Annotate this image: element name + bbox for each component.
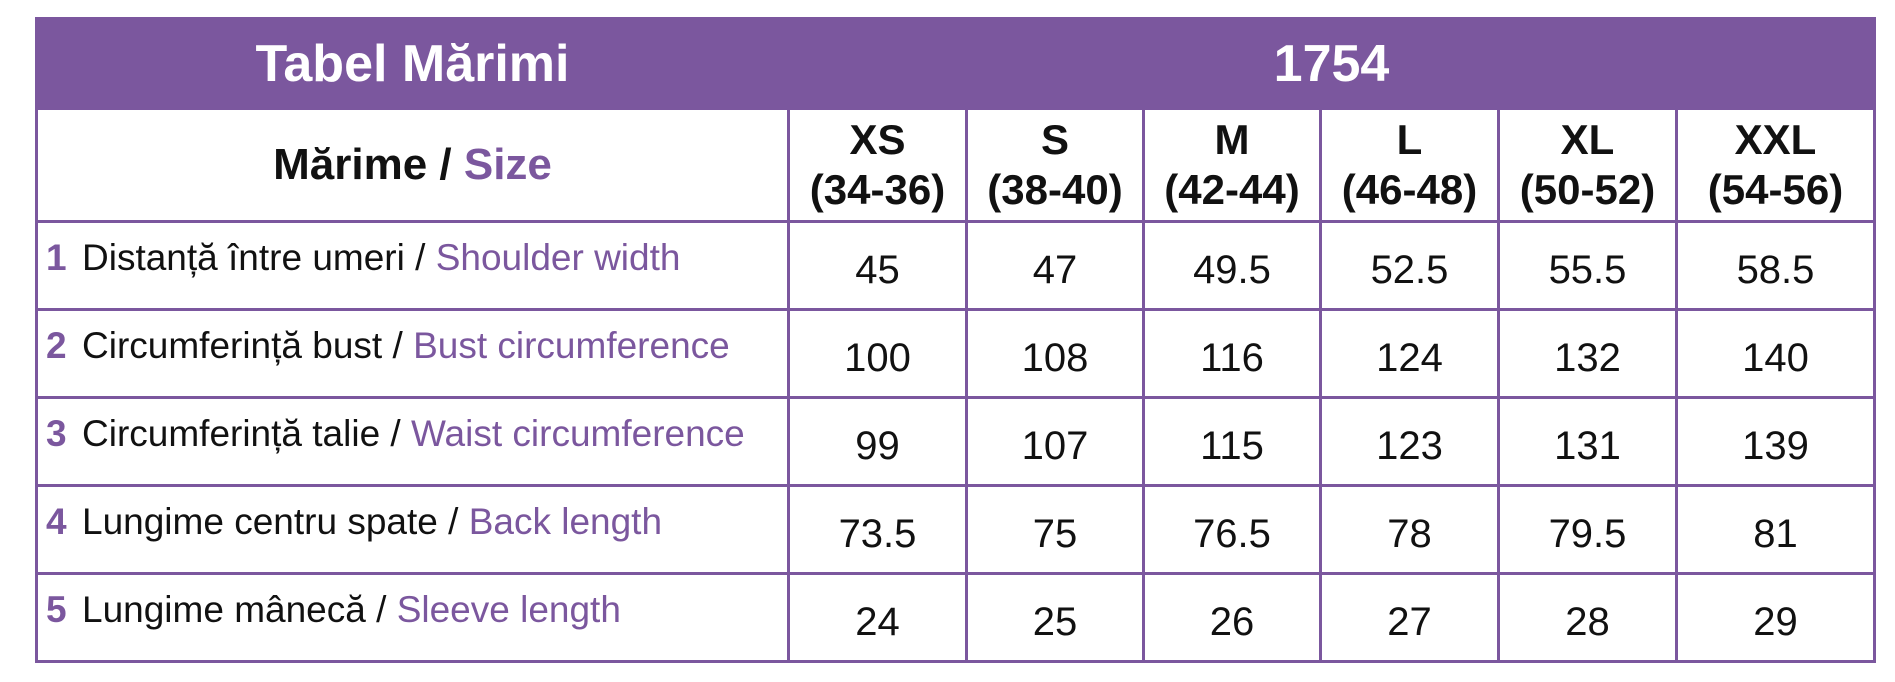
row-number: 2 <box>46 325 67 366</box>
label-separator: / <box>380 413 411 454</box>
measurement-label: 4 Lungime centru spate / Back length <box>35 484 790 575</box>
size-range: (50-52) <box>1519 166 1656 213</box>
size-code: XL <box>1560 116 1615 163</box>
measurement-value: 73.5 <box>787 484 968 575</box>
size-column-header: XL (50-52) <box>1497 107 1678 223</box>
measurement-value: 139 <box>1675 396 1876 487</box>
label-en: Back length <box>468 501 663 542</box>
size-range: (38-40) <box>987 166 1123 213</box>
measurement-value: 28 <box>1497 572 1678 663</box>
measurement-value: 45 <box>787 220 968 311</box>
label-separator: / <box>382 325 414 366</box>
measurement-value: 115 <box>1142 396 1322 487</box>
measurement-value: 78 <box>1319 484 1500 575</box>
measurement-row: 4 Lungime centru spate / Back length 73.5… <box>35 484 1876 575</box>
measurement-row: 2 Circumferință bust / Bust circumference… <box>35 308 1876 399</box>
measurement-value: 79.5 <box>1497 484 1678 575</box>
measurement-value: 108 <box>965 308 1145 399</box>
measurement-value: 27 <box>1319 572 1500 663</box>
measurement-value: 131 <box>1497 396 1678 487</box>
label-ro: Lungime centru spate <box>82 501 438 542</box>
measurement-value: 26 <box>1142 572 1322 663</box>
size-chart: Tabel Mărimi 1754 Mărime / Size XS (34-3… <box>35 17 1876 663</box>
row-number: 1 <box>46 237 67 278</box>
label-ro: Circumferință bust <box>82 325 383 366</box>
measurement-value: 58.5 <box>1675 220 1876 311</box>
measurement-label: 3 Circumferință talie / Waist circumferen… <box>35 396 790 487</box>
measurement-value: 47 <box>965 220 1145 311</box>
measurement-value: 140 <box>1675 308 1876 399</box>
size-label-ro: Mărime <box>273 140 428 189</box>
size-code: M <box>1214 116 1250 163</box>
row-number: 4 <box>46 501 67 542</box>
label-separator: / <box>404 237 436 278</box>
measurement-value: 123 <box>1319 396 1500 487</box>
measurement-value: 100 <box>787 308 968 399</box>
measurement-value: 99 <box>787 396 968 487</box>
measurement-row: 1 Distanță între umeri / Shoulder width 4… <box>35 220 1876 311</box>
label-en: Sleeve length <box>396 589 621 630</box>
size-code: S <box>1040 116 1069 163</box>
model-number: 1754 <box>787 17 1876 110</box>
size-code: L <box>1396 116 1423 163</box>
size-range: (46-48) <box>1341 166 1478 213</box>
label-separator: / <box>365 589 397 630</box>
table-title: Tabel Mărimi <box>35 17 790 110</box>
label-separator: / <box>427 140 464 189</box>
label-ro: Circumferință talie <box>82 413 381 454</box>
label-ro: Lungime mânecă <box>82 589 366 630</box>
size-code: XS <box>849 116 906 163</box>
measurement-value: 76.5 <box>1142 484 1322 575</box>
measurement-value: 81 <box>1675 484 1876 575</box>
size-label-en: Size <box>463 140 552 189</box>
row-number: 3 <box>46 413 67 454</box>
size-column-header: M (42-44) <box>1142 107 1322 223</box>
size-code: XXL <box>1734 116 1817 163</box>
label-ro: Distanță între umeri <box>82 237 405 278</box>
measurement-value: 25 <box>965 572 1145 663</box>
label-en: Bust circumference <box>413 325 730 366</box>
title-row: Tabel Mărimi 1754 <box>35 17 1876 110</box>
size-range: (34-36) <box>809 166 946 213</box>
size-range: (42-44) <box>1164 166 1300 213</box>
label-en: Waist circumference <box>411 413 745 454</box>
size-header-row: Mărime / Size XS (34-36) S (38-40) M (42… <box>35 107 1876 223</box>
row-number: 5 <box>46 589 67 630</box>
label-separator: / <box>437 501 469 542</box>
measurement-value: 116 <box>1142 308 1322 399</box>
measurement-value: 75 <box>965 484 1145 575</box>
measurement-label: 2 Circumferință bust / Bust circumference <box>35 308 790 399</box>
measurement-value: 49.5 <box>1142 220 1322 311</box>
size-column-header: XS (34-36) <box>787 107 968 223</box>
measurement-value: 29 <box>1675 572 1876 663</box>
measurement-value: 52.5 <box>1319 220 1500 311</box>
measurement-label: 5 Lungime mânecă / Sleeve length <box>35 572 790 663</box>
measurement-value: 24 <box>787 572 968 663</box>
label-en: Shoulder width <box>435 237 681 278</box>
measurement-value: 107 <box>965 396 1145 487</box>
measurement-row: 5 Lungime mânecă / Sleeve length 24 25 26… <box>35 572 1876 663</box>
measurement-value: 55.5 <box>1497 220 1678 311</box>
size-column-header: S (38-40) <box>965 107 1145 223</box>
measurement-label: 1 Distanță între umeri / Shoulder width <box>35 220 790 311</box>
size-range: (54-56) <box>1707 166 1844 213</box>
size-header-label: Mărime / Size <box>35 107 790 223</box>
measurement-row: 3 Circumferință talie / Waist circumferen… <box>35 396 1876 487</box>
size-column-header: L (46-48) <box>1319 107 1500 223</box>
measurement-value: 124 <box>1319 308 1500 399</box>
size-column-header: XXL (54-56) <box>1675 107 1876 223</box>
size-table: Tabel Mărimi 1754 Mărime / Size XS (34-3… <box>35 17 1876 663</box>
measurement-value: 132 <box>1497 308 1678 399</box>
